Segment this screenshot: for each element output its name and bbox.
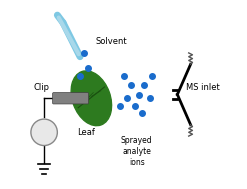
Text: kV: kV <box>38 128 51 137</box>
Text: Clip: Clip <box>34 83 50 92</box>
Text: Leaf: Leaf <box>77 128 95 137</box>
Circle shape <box>31 119 57 146</box>
Text: Sprayed
analyte
ions: Sprayed analyte ions <box>121 136 153 167</box>
Text: Solvent: Solvent <box>95 37 127 46</box>
Text: MS inlet: MS inlet <box>186 83 220 92</box>
Ellipse shape <box>71 71 112 126</box>
FancyBboxPatch shape <box>53 93 88 104</box>
